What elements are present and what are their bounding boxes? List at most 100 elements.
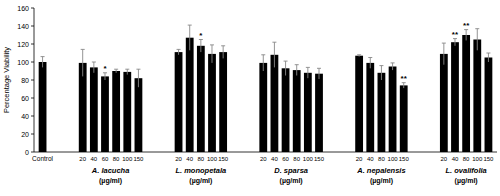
category-label: 60	[282, 156, 289, 162]
bar	[400, 85, 408, 152]
group-unit: (µg/ml)	[370, 177, 393, 185]
category-label: 100	[207, 156, 218, 162]
error-cap	[177, 49, 181, 50]
category-label: 60	[102, 156, 109, 162]
error-cap	[284, 61, 288, 62]
significance: **	[401, 74, 408, 83]
bar	[473, 40, 481, 153]
error-cap	[368, 57, 372, 58]
bar	[197, 46, 205, 152]
bar	[259, 63, 267, 152]
y-tick-label: 40	[21, 113, 29, 120]
category-label: 40	[186, 156, 193, 162]
significance: **	[452, 30, 459, 39]
category-label: 80	[113, 156, 120, 162]
error-bar	[392, 63, 393, 70]
category-label: 40	[271, 156, 278, 162]
category-label: 20	[175, 156, 182, 162]
y-tick	[31, 152, 34, 153]
y-tick	[31, 44, 34, 45]
error-bar	[477, 29, 478, 51]
bar	[440, 54, 448, 152]
y-tick	[31, 26, 34, 27]
category-label: 100	[303, 156, 314, 162]
error-cap	[210, 44, 214, 45]
bars	[39, 25, 493, 152]
y-tick-label: 100	[17, 59, 29, 66]
group-unit: (µg/ml)	[99, 177, 122, 185]
error-bar	[178, 49, 179, 54]
category-label: 20	[260, 156, 267, 162]
y-tick-label: 20	[21, 131, 29, 138]
error-bar	[370, 58, 371, 69]
error-cap	[475, 28, 479, 29]
bar	[90, 67, 98, 152]
bar	[186, 38, 194, 152]
bar	[366, 63, 374, 152]
significance: *	[103, 64, 107, 73]
category-label: 150	[218, 156, 229, 162]
group-unit: (µg/ml)	[280, 177, 303, 185]
error-cap	[114, 69, 118, 70]
y-tick-label: 0	[25, 149, 29, 156]
error-bar	[319, 68, 320, 79]
y-tick-label: 160	[17, 5, 29, 12]
error-cap	[295, 64, 299, 65]
error-bar	[200, 40, 201, 53]
error-bar	[189, 25, 190, 50]
bar	[101, 76, 109, 152]
bar	[485, 58, 493, 153]
bar	[39, 62, 47, 152]
error-bar	[223, 46, 224, 59]
error-bar	[116, 69, 117, 73]
category-label: 80	[198, 156, 205, 162]
category-label: 150	[133, 156, 144, 162]
bar	[208, 54, 216, 152]
significance: **	[463, 21, 470, 30]
error-cap	[81, 49, 85, 50]
group-label: D. sparsa	[274, 166, 308, 175]
y-tick-label: 60	[21, 95, 29, 102]
error-bar	[285, 61, 286, 75]
significance: *	[199, 31, 203, 40]
category-label: 80	[293, 156, 300, 162]
category-label: 20	[356, 156, 363, 162]
bar	[355, 56, 363, 152]
error-bar	[454, 39, 455, 46]
error-bar	[403, 83, 404, 88]
error-cap	[136, 69, 140, 70]
bar	[304, 73, 312, 152]
bar	[378, 73, 386, 152]
y-tick	[31, 134, 34, 135]
error-bar	[296, 65, 297, 76]
category-label: 40	[367, 156, 374, 162]
group-label: A. lacucha	[91, 166, 130, 175]
error-cap	[221, 45, 225, 46]
error-bar	[104, 73, 105, 80]
category-label: 80	[463, 156, 470, 162]
group-label: L. monopetala	[175, 166, 226, 175]
bar	[282, 68, 290, 152]
error-cap	[261, 54, 265, 55]
bar	[175, 52, 183, 152]
error-cap	[188, 25, 192, 26]
error-bar	[127, 69, 128, 74]
y-tick	[31, 62, 34, 63]
y-axis	[34, 8, 35, 152]
error-cap	[357, 54, 361, 55]
bar	[112, 71, 120, 152]
bar	[293, 70, 301, 152]
group-label: A. nepalensis	[356, 166, 405, 175]
category-label: 150	[314, 156, 325, 162]
bar	[462, 35, 470, 152]
bar	[123, 72, 131, 152]
error-cap	[41, 56, 45, 57]
y-tick-label: 80	[21, 77, 29, 84]
bar	[451, 42, 459, 152]
error-bar	[93, 62, 94, 73]
y-tick-label: 120	[17, 41, 29, 48]
category-label: 100	[472, 156, 483, 162]
error-cap	[92, 62, 96, 63]
error-bar	[263, 55, 264, 71]
group-unit: (µg/ml)	[189, 177, 212, 185]
